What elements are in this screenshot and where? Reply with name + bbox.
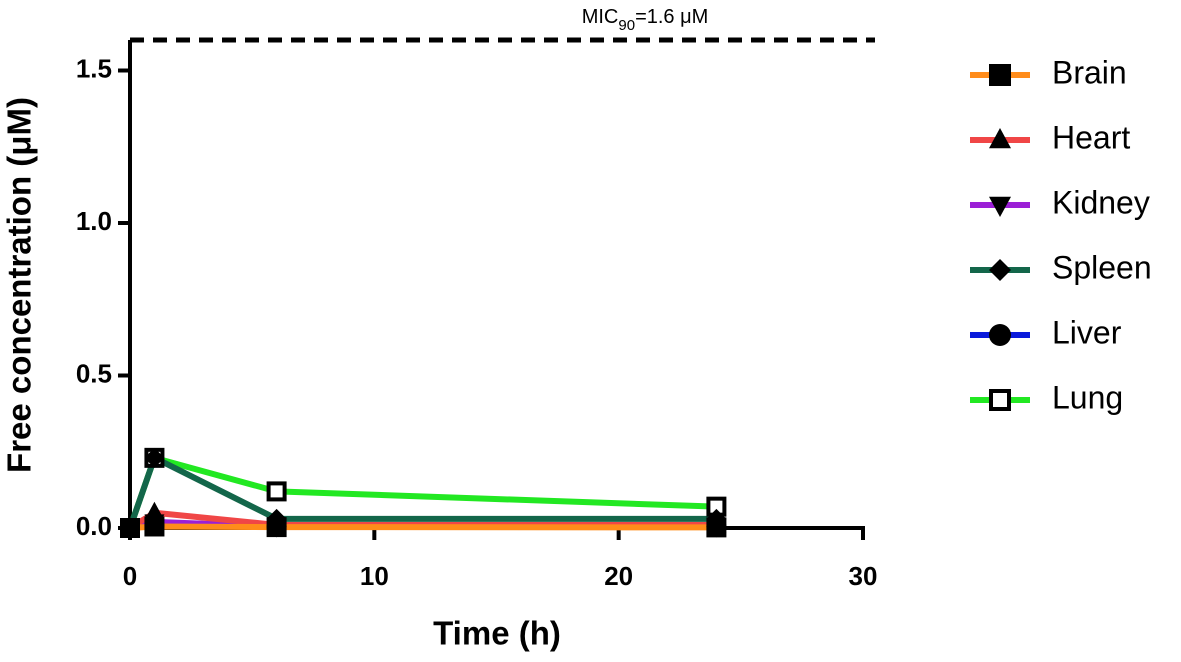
legend-label: Kidney <box>1052 184 1150 220</box>
legend-label: Liver <box>1052 314 1122 350</box>
series-line <box>127 454 717 529</box>
legend-label: Lung <box>1052 379 1123 415</box>
legend-marker <box>989 196 1011 217</box>
annotation-part: MIC <box>582 6 619 28</box>
legend-label: Spleen <box>1052 249 1152 285</box>
x-tick-label: 10 <box>360 561 389 591</box>
x-tick-label: 0 <box>123 561 137 591</box>
y-tick-label: 1.5 <box>76 53 112 83</box>
marker <box>144 447 165 468</box>
marker <box>266 517 287 538</box>
x-tick-label: 20 <box>604 561 633 591</box>
x-axis-label: Time (h) <box>433 615 561 652</box>
annotation: MIC90=1.6 μM <box>582 6 709 34</box>
marker <box>144 501 165 521</box>
y-tick-label: 0.0 <box>76 511 112 541</box>
marker <box>706 517 727 538</box>
y-axis-label: Free concentration (μM) <box>1 97 38 473</box>
legend-marker <box>989 259 1011 281</box>
y-tick-label: 1.0 <box>76 206 112 236</box>
legend-marker <box>989 389 1011 411</box>
marker <box>120 518 140 538</box>
marker <box>144 516 165 537</box>
x-tick-label: 30 <box>849 561 878 591</box>
y-tick-label: 0.5 <box>76 358 112 388</box>
annotation-part: 90 <box>618 17 635 34</box>
series-line <box>129 523 717 531</box>
legend-label: Brain <box>1052 54 1127 90</box>
legend-marker <box>989 64 1011 86</box>
annotation-part: =1.6 μM <box>635 6 708 28</box>
marker <box>266 481 287 502</box>
legend-label: Heart <box>1052 119 1130 155</box>
legend-marker <box>989 128 1011 149</box>
legend-marker <box>989 324 1011 346</box>
